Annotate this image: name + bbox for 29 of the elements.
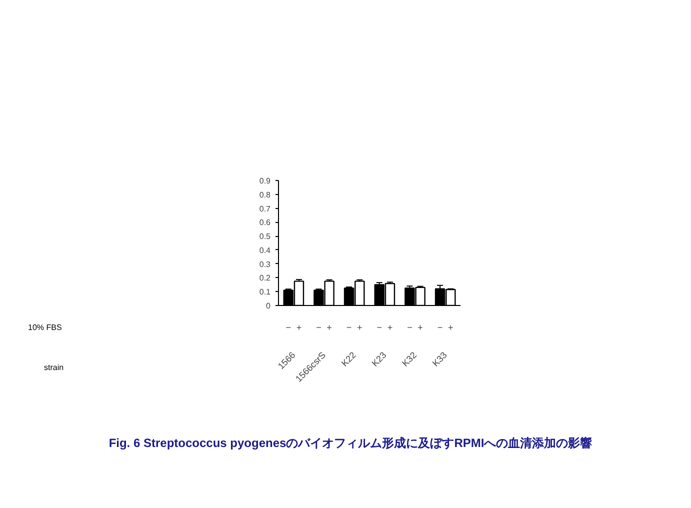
y-tick-label: 0.3	[259, 260, 272, 269]
text: −	[376, 322, 382, 332]
y-tick-label: 0.2	[259, 274, 272, 283]
text: +	[326, 322, 332, 332]
text: +	[448, 322, 454, 332]
text: −	[407, 322, 412, 332]
text: −	[316, 322, 322, 332]
x-tick-label: K23	[370, 350, 388, 368]
legend-title: 10% FBS	[28, 323, 62, 332]
y-tick-label: 0.5	[259, 232, 272, 242]
series-label: +	[296, 322, 302, 332]
text: +	[387, 322, 393, 332]
series-label: −	[286, 322, 291, 332]
text: +	[418, 322, 423, 332]
x-tick-label: K32	[400, 350, 419, 368]
y-tick-label: 0.6	[259, 218, 272, 228]
x-tick-label: K22	[339, 350, 358, 368]
y-tick-label: 0.1	[259, 288, 272, 297]
text: −	[437, 322, 443, 332]
y-tick-label: 0.7	[259, 204, 272, 214]
text: +	[357, 322, 362, 332]
y-tick-label: 0.9	[259, 176, 272, 186]
text: Fig. 6 Streptococcus pyogenesのバイオフィルム形成に及ぼすRPMIへの血清添加の影響	[108, 435, 594, 452]
text: −	[346, 322, 352, 332]
y-tick-label: 0.8	[259, 190, 272, 200]
x-tick-label: K33	[430, 350, 449, 368]
y-tick-label: 0.4	[259, 246, 272, 255]
text: strain	[44, 363, 64, 372]
y-tick-label: 0	[266, 302, 272, 310]
